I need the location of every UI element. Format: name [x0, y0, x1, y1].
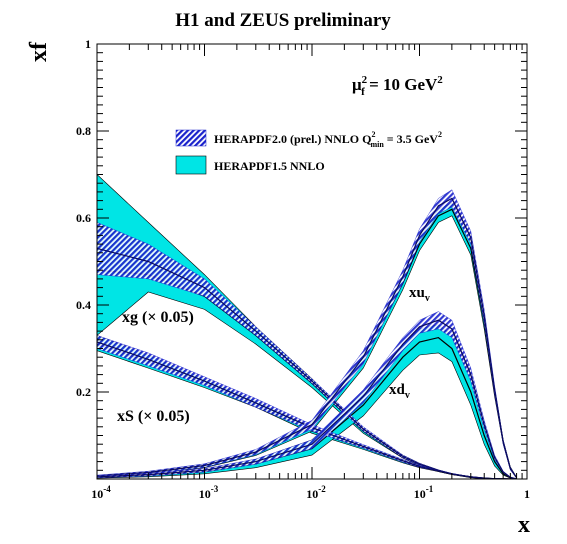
x-tick-label: 10-1 [414, 484, 434, 501]
legend-swatch-herapdf20 [175, 129, 207, 147]
legend: HERAPDF2.0 (prel.) NNLO Q2 min = 3.5 GeV2… [175, 129, 442, 175]
label-xuv: xuv [409, 285, 430, 304]
label-xg: xg (× 0.05) [122, 309, 194, 326]
legend-swatch-herapdf15 [175, 155, 207, 175]
x-tick-label: 1 [524, 487, 530, 501]
y-tick-label: 0.2 [76, 385, 91, 399]
central-line-xuv-herapdf20 [97, 197, 518, 479]
label-xdv: xdv [389, 382, 410, 401]
legend-label-herapdf15: HERAPDF1.5 NNLO [214, 159, 325, 173]
label-xs: xS (× 0.05) [117, 408, 190, 425]
x-tick-label: 10-2 [306, 484, 326, 501]
chart-title: H1 and ZEUS preliminary [175, 10, 391, 31]
legend-label-herapdf20: HERAPDF2.0 (prel.) NNLO Q2 min = 3.5 GeV2 [214, 130, 442, 149]
scale-annotation: μ2 f = 10 GeV2 [352, 74, 443, 98]
y-tick-label: 0.4 [76, 298, 91, 312]
central-line-xdv-herapdf20 [97, 319, 517, 479]
y-axis-label: xf [26, 41, 52, 62]
y-tick-label: 1 [85, 37, 91, 51]
x-tick-label: 10-4 [91, 484, 111, 501]
x-axis-label: x [518, 512, 530, 538]
y-tick-label: 0.6 [76, 211, 91, 225]
y-tick-label: 0.8 [76, 124, 91, 138]
pdf-bands [97, 174, 518, 479]
axis-ticks: 10-4 10-3 10-2 10-1 1 0.2 0.4 0.6 0.8 1 [76, 37, 530, 501]
x-tick-label: 10-3 [199, 484, 219, 501]
band-xdv-herapdf15 [97, 324, 517, 479]
